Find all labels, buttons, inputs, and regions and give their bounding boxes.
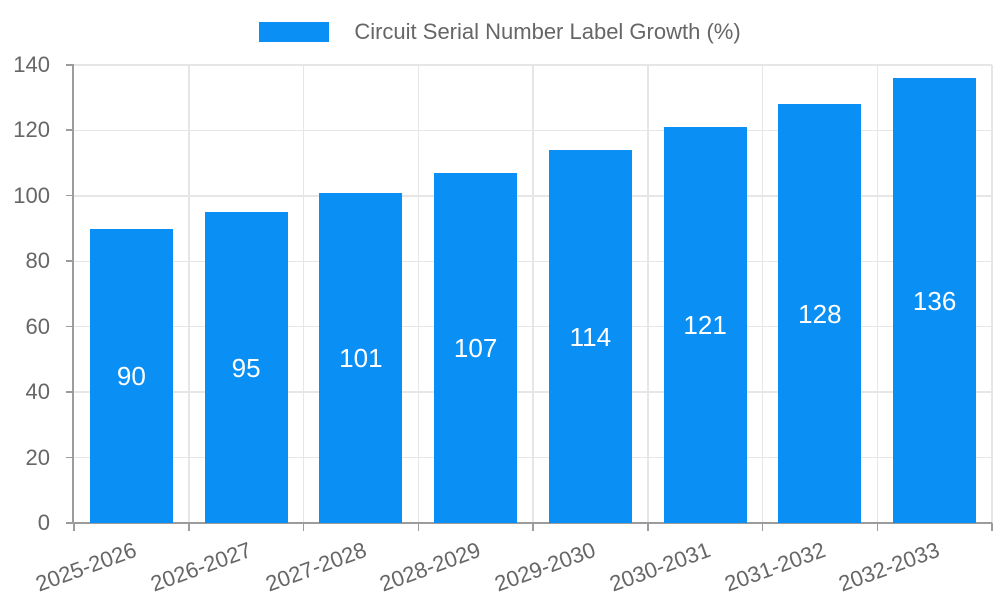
x-tick-mark: [876, 523, 878, 531]
y-tick-label: 0: [37, 510, 50, 535]
bar[interactable]: [893, 78, 977, 523]
legend-item[interactable]: Circuit Serial Number Label Growth (%): [259, 19, 741, 45]
y-tick-mark: [66, 129, 74, 131]
y-tick-label: 120: [13, 117, 50, 143]
grid-line-v: [876, 65, 878, 523]
x-tick-mark: [761, 523, 764, 531]
bar[interactable]: [319, 192, 403, 523]
x-tick-mark: [302, 523, 305, 531]
y-tick-mark: [66, 64, 74, 66]
grid-line-v: [532, 65, 534, 523]
grid-line-v: [991, 65, 993, 523]
grid-line-v: [302, 65, 305, 523]
grid-line-v: [761, 65, 764, 523]
bar[interactable]: [434, 172, 518, 523]
x-tick-label: 2029-2030: [491, 537, 599, 597]
y-tick-mark: [66, 522, 74, 524]
y-tick-mark: [66, 456, 74, 459]
y-tick-label: 100: [13, 182, 50, 208]
y-tick-label: 20: [25, 444, 50, 470]
x-tick-label: 2025-2026: [32, 537, 140, 597]
y-axis-line: [72, 65, 74, 523]
bar-value-label: 101: [339, 342, 383, 373]
bar-value-label: 114: [569, 321, 612, 352]
y-tick-label: 40: [25, 379, 50, 405]
y-tick-label: 80: [25, 248, 50, 274]
bar-value-label: 121: [683, 310, 727, 341]
legend: Circuit Serial Number Label Growth (%): [0, 19, 1000, 45]
x-tick-label: 2026-2027: [147, 537, 255, 597]
grid-line-v: [188, 65, 190, 523]
x-tick-mark: [417, 523, 419, 531]
x-tick-label: 2028-2029: [376, 537, 485, 597]
bar-value-label: 128: [798, 298, 842, 329]
y-tick-mark: [66, 391, 74, 393]
grid-line-h: [74, 64, 992, 66]
x-tick-mark: [532, 523, 534, 531]
y-tick-label: 60: [25, 313, 50, 339]
x-axis-line: [74, 522, 992, 524]
bar[interactable]: [204, 212, 288, 523]
y-tick-mark: [66, 194, 74, 197]
x-tick-mark: [991, 523, 993, 531]
bar[interactable]: [778, 104, 862, 523]
legend-swatch-icon: [259, 22, 330, 42]
x-tick-label: 2027-2028: [262, 537, 370, 597]
bar[interactable]: [548, 150, 632, 523]
x-tick-label: 2032-2033: [835, 537, 944, 597]
y-tick-mark: [66, 260, 74, 262]
grid-line-v: [417, 65, 419, 523]
x-tick-label: 2030-2031: [606, 537, 714, 597]
y-tick-label: 140: [13, 52, 50, 77]
bar-value-label: 90: [116, 360, 146, 391]
y-tick-mark: [66, 325, 74, 328]
grid-line-v: [647, 65, 649, 523]
x-tick-mark: [647, 523, 649, 531]
bar-value-label: 136: [912, 285, 957, 316]
bar[interactable]: [663, 127, 747, 523]
x-tick-mark: [188, 523, 190, 531]
bar-value-label: 95: [231, 352, 261, 383]
bar-value-label: 107: [453, 332, 498, 363]
legend-label: Circuit Serial Number Label Growth (%): [354, 19, 741, 44]
x-tick-mark: [73, 523, 75, 531]
bar[interactable]: [89, 228, 173, 523]
x-tick-label: 2031-2032: [721, 537, 829, 597]
